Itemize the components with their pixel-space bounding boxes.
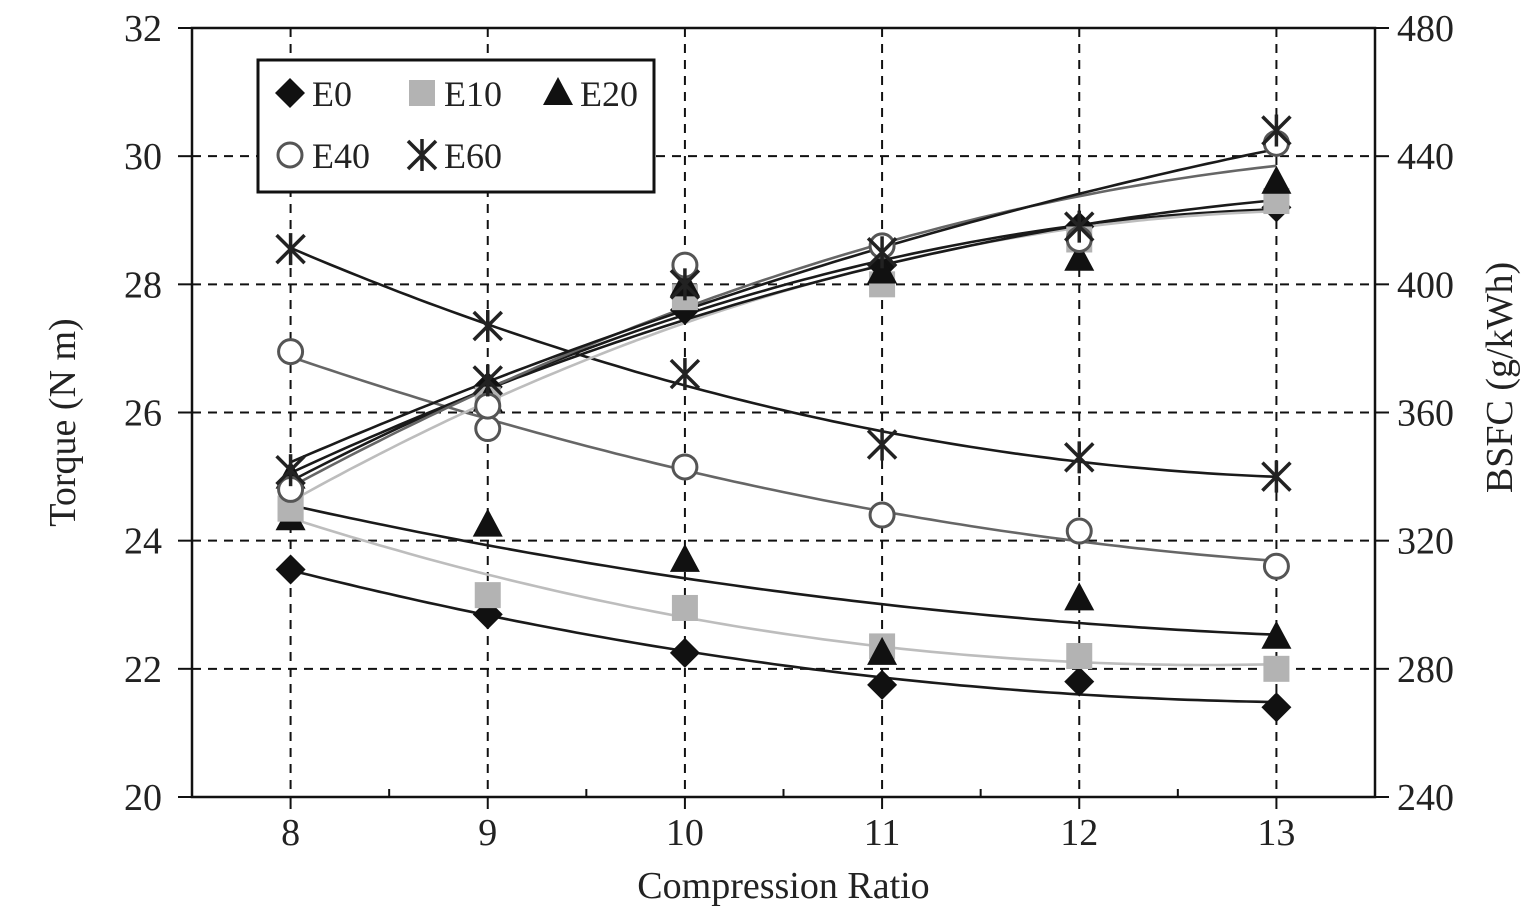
bsfc-point-e60 xyxy=(1261,460,1292,493)
bsfc-point-e0 xyxy=(669,637,700,668)
x-tick-label: 13 xyxy=(1257,812,1295,854)
x-tick-label: 12 xyxy=(1060,812,1098,854)
torque-point-e60 xyxy=(275,454,306,487)
y-left-tick-label: 32 xyxy=(124,8,162,50)
bsfc-point-e10 xyxy=(474,582,501,609)
bsfc-point-e40 xyxy=(1262,552,1290,580)
legend-marker-e0 xyxy=(275,78,305,108)
legend-label-e60: E60 xyxy=(444,136,502,176)
bsfc-point-e20 xyxy=(472,508,503,537)
data-markers xyxy=(275,114,1292,723)
y-left-tick-label: 28 xyxy=(124,264,162,306)
bsfc-line-e20 xyxy=(290,503,1277,636)
torque-point-e20 xyxy=(1261,165,1292,194)
x-tick-label: 11 xyxy=(864,812,901,854)
y-right-tick-label: 320 xyxy=(1397,521,1454,563)
torque-point-e60 xyxy=(866,236,898,269)
bsfc-point-e40 xyxy=(1065,517,1093,545)
bsfc-line-e10 xyxy=(290,516,1277,667)
axes: 8 9 10 11 12 13 20 240 22 280 24 320 26 360 28 400 30 440… xyxy=(124,8,1454,854)
bsfc-point-e40 xyxy=(868,501,896,529)
torque-point-e60 xyxy=(1261,114,1292,147)
bsfc-point-e20 xyxy=(1064,582,1095,611)
bsfc-point-e10 xyxy=(1263,655,1290,682)
bsfc-point-e10 xyxy=(1066,643,1093,670)
torque-line-e40 xyxy=(289,164,1277,489)
torque-line-e20 xyxy=(290,198,1277,475)
bsfc-point-e0 xyxy=(275,554,306,585)
torque-point-e60 xyxy=(669,268,701,301)
bsfc-point-e0 xyxy=(1064,666,1095,697)
bsfc-point-e0 xyxy=(867,669,898,700)
bsfc-point-e40 xyxy=(671,453,699,481)
y-right-tick-label: 240 xyxy=(1397,777,1454,819)
legend: E0 E10 E20 E40 E60 xyxy=(256,58,656,194)
legend-label-e0: E0 xyxy=(312,74,352,114)
y-right-tick-label: 440 xyxy=(1397,136,1454,178)
bsfc-point-e40 xyxy=(474,415,502,443)
legend-box xyxy=(256,58,656,194)
x-tick-label: 10 xyxy=(666,812,704,854)
torque-point-e60 xyxy=(472,364,503,397)
legend-marker-e40 xyxy=(276,141,304,169)
fit-lines xyxy=(289,147,1277,704)
torque-point-e40 xyxy=(474,392,502,420)
y-left-tick-label: 24 xyxy=(124,521,162,563)
legend-label-e10: E10 xyxy=(444,74,502,114)
x-tick-label: 9 xyxy=(478,812,497,854)
bsfc-point-e60 xyxy=(1064,441,1095,474)
y-right-tick-label: 480 xyxy=(1397,8,1454,50)
bsfc-point-e0 xyxy=(1261,692,1292,723)
legend-label-e20: E20 xyxy=(580,74,638,114)
y-axis-left-title: Torque (N m) xyxy=(42,318,84,526)
legend-marker-e20 xyxy=(543,77,573,105)
x-axis-title: Compression Ratio xyxy=(637,865,929,907)
bsfc-line-e40 xyxy=(290,355,1277,563)
bsfc-point-e20 xyxy=(669,543,700,572)
y-left-tick-label: 22 xyxy=(124,649,162,691)
torque-line-e60 xyxy=(290,147,1277,464)
bsfc-point-e60 xyxy=(669,358,701,391)
bsfc-line-e60 xyxy=(290,246,1277,479)
bsfc-point-e20 xyxy=(867,636,898,665)
y-left-tick-label: 30 xyxy=(124,136,162,178)
bsfc-point-e40 xyxy=(277,338,305,366)
torque-point-e20 xyxy=(867,255,898,284)
y-axis-right-title: BSFC (g/kWh) xyxy=(1479,262,1521,493)
torque-point-e20 xyxy=(1064,242,1095,271)
torque-line-e10 xyxy=(289,210,1277,503)
y-right-tick-label: 360 xyxy=(1397,393,1454,435)
legend-marker-e10 xyxy=(409,80,435,106)
bsfc-point-e60 xyxy=(866,428,898,461)
y-right-tick-label: 280 xyxy=(1397,649,1454,691)
bsfc-line-e0 xyxy=(290,568,1277,704)
bsfc-point-e20 xyxy=(1261,620,1292,649)
torque-point-e60 xyxy=(1064,210,1095,243)
bsfc-point-e10 xyxy=(671,594,698,621)
y-right-tick-label: 400 xyxy=(1397,264,1454,306)
torque-line-e0 xyxy=(289,208,1277,483)
x-tick-label: 8 xyxy=(281,812,300,854)
bsfc-point-e60 xyxy=(472,309,503,342)
legend-marker-e60 xyxy=(406,139,438,171)
legend-label-e40: E40 xyxy=(312,136,370,176)
bsfc-point-e60 xyxy=(275,233,306,266)
y-left-tick-label: 20 xyxy=(124,777,162,819)
y-left-tick-label: 26 xyxy=(124,393,162,435)
